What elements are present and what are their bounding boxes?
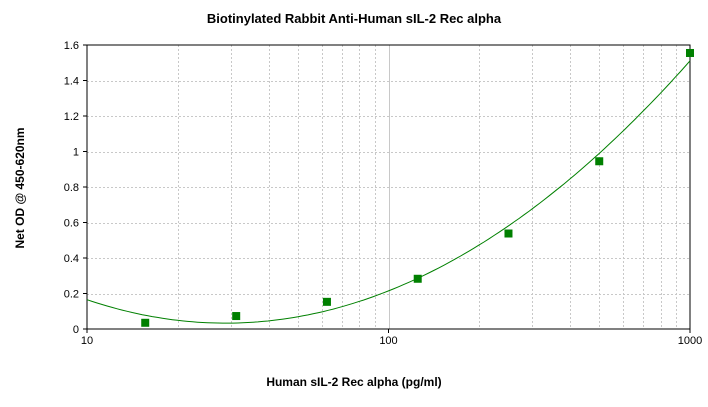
y-tick-label: 1.6 [64, 40, 79, 52]
data-point [595, 157, 604, 166]
fit-curve [86, 60, 691, 324]
x-axis-label: Human sIL-2 Rec alpha (pg/ml) [266, 375, 441, 389]
x-tick-label: 1000 [678, 335, 702, 347]
data-point [686, 48, 694, 57]
y-axis-label: Net OD @ 450-620nm [13, 127, 27, 248]
x-ticks: 10 100 1000 [81, 329, 702, 347]
data-point [141, 318, 150, 327]
data-points [141, 48, 694, 327]
y-ticks: 0 0.2 0.4 0.6 0.8 1 1.2 1.4 1.6 [64, 40, 87, 336]
y-tick-label: 0.8 [64, 182, 79, 194]
data-point [232, 312, 241, 321]
y-tick-label: 0.4 [64, 253, 79, 265]
data-point [504, 229, 513, 238]
y-tick-label: 1.4 [64, 76, 79, 88]
x-tick-label: 10 [81, 335, 93, 347]
y-tick-label: 0.2 [64, 289, 79, 301]
y-tick-label: 1 [73, 147, 79, 159]
y-tick-label: 0.6 [64, 218, 79, 230]
grid [87, 45, 690, 329]
data-point [322, 297, 331, 306]
x-tick-label: 100 [379, 335, 397, 347]
chart-title: Biotinylated Rabbit Anti-Human sIL-2 Rec… [207, 11, 502, 26]
y-tick-label: 1.2 [64, 111, 79, 123]
y-tick-label: 0 [73, 324, 79, 336]
data-point [413, 274, 422, 283]
